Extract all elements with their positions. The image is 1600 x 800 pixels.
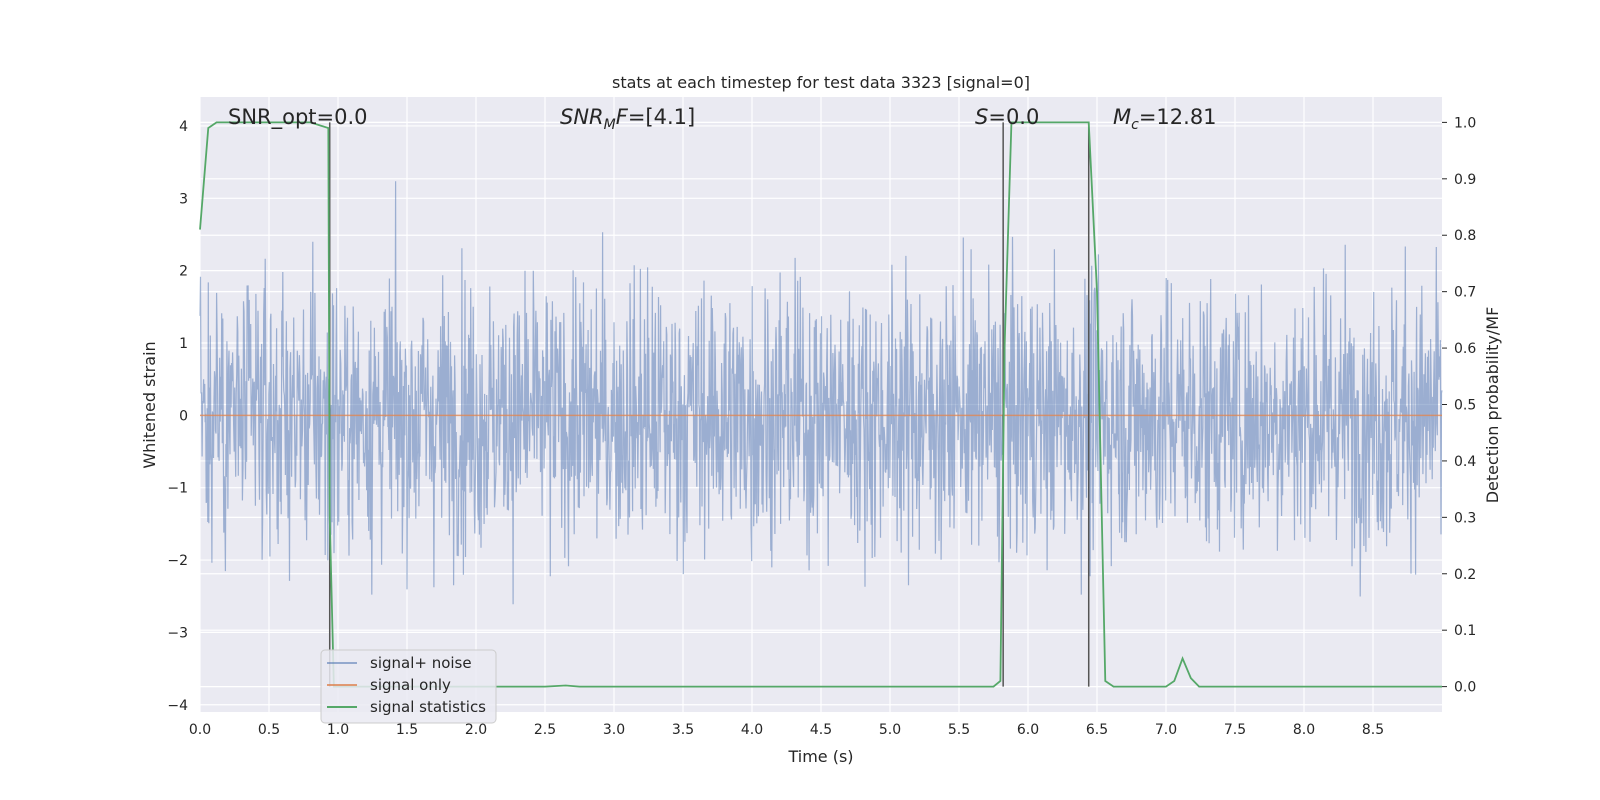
signal-statistics-series [199, 121, 1442, 688]
x-tick-label: 1.5 [396, 722, 418, 738]
x-tick-label: 3.5 [672, 722, 694, 738]
y-tick-label: 4 [179, 119, 188, 135]
legend-label-signal-only: signal only [370, 676, 451, 694]
legend-box [320, 649, 497, 724]
x-tick-label: 0.5 [258, 722, 280, 738]
y-right-tick-label: 0.5 [1454, 398, 1476, 414]
annotation-mc: Mc=12.81 [1113, 105, 1217, 133]
annotation-mc-value: =12.81 [1139, 105, 1217, 129]
y-right-tick-label: 0.1 [1454, 623, 1476, 639]
y-right-tick-label: 0.6 [1454, 341, 1476, 357]
annotation-snr-mf-value: =[4.1] [628, 105, 695, 129]
annotation-s-value: =0.0 [988, 105, 1039, 129]
y-axis-label: Whitened strain [140, 341, 159, 468]
y-right-tick-label: 0.2 [1454, 567, 1476, 583]
y-tick-label: 2 [179, 264, 188, 280]
y-right-tick-label: 0.0 [1454, 680, 1476, 696]
y-right-axis-label: Detection probability/MF [1483, 307, 1502, 504]
y-right-tick-labels: 1.0 0.9 0.8 0.7 0.6 0.5 0.4 0.3 0.2 0.1 0.0 [1442, 115, 1476, 696]
annotation-snr-opt: SNR_opt=0.0 [228, 105, 368, 130]
x-tick-label: 8.0 [1293, 722, 1315, 738]
annotation-mc-sub: c [1131, 117, 1139, 133]
x-axis-label: Time (s) [787, 747, 853, 766]
x-tick-label: 6.0 [1017, 722, 1039, 738]
annotation-s-name: S [975, 105, 988, 129]
y-right-tick-label: 0.7 [1454, 285, 1476, 301]
annotation-snr-opt-name: SNR_opt [228, 105, 317, 130]
x-tick-label: 5.0 [879, 722, 901, 738]
x-tick-label: 4.5 [810, 722, 832, 738]
chart-title: stats at each timestep for test data 332… [612, 73, 1030, 92]
signal-noise-line [199, 181, 1443, 605]
x-tick-label: 1.0 [327, 722, 349, 738]
y-tick-label: −2 [167, 553, 188, 569]
x-tick-label: 2.5 [534, 722, 556, 738]
y-tick-label: −3 [167, 625, 188, 641]
x-tick-label: 5.5 [948, 722, 970, 738]
annotation-snr-mf: SNRMF=[4.1] [560, 105, 695, 133]
x-tick-label: 8.5 [1362, 722, 1384, 738]
signal-noise-series [199, 181, 1443, 605]
y-tick-label: 0 [179, 408, 188, 424]
x-tick-label: 7.5 [1224, 722, 1246, 738]
annotation-s: S=0.0 [975, 105, 1039, 129]
legend-label-signal-statistics: signal statistics [370, 698, 486, 716]
x-tick-labels: 0.0 0.5 1.0 1.5 2.0 2.5 3.0 3.5 4.0 4.5 5.0 5.5 6.0 6… [189, 722, 1384, 738]
y-tick-labels: 4 3 2 1 0 −1 −2 −3 −4 [167, 119, 188, 714]
y-tick-label: −4 [167, 698, 188, 714]
x-tick-label: 4.0 [741, 722, 763, 738]
y-tick-label: 1 [179, 336, 188, 352]
annotation-mc-name: M [1113, 105, 1131, 129]
x-tick-label: 3.0 [603, 722, 625, 738]
y-tick-label: −1 [167, 481, 188, 497]
y-right-tick-label: 0.3 [1454, 510, 1476, 526]
x-tick-label: 0.0 [189, 722, 211, 738]
annotation-snr-opt-value: =0.0 [317, 105, 368, 129]
signal-statistics-line [199, 121, 1442, 688]
y-right-tick-label: 0.9 [1454, 172, 1476, 188]
annotation-snr-mf-post: F [616, 105, 629, 129]
annotation-snr-mf-name: SNR [560, 105, 604, 129]
y-right-tick-label: 0.4 [1454, 454, 1476, 470]
annotation-snr-mf-sub: M [604, 117, 616, 133]
y-tick-label: 3 [179, 191, 188, 207]
y-right-tick-label: 1.0 [1454, 115, 1476, 131]
legend-label-signal-noise: signal+ noise [370, 654, 472, 672]
x-tick-label: 7.0 [1155, 722, 1177, 738]
x-tick-label: 6.5 [1086, 722, 1108, 738]
legend: signal+ noise signal only signal statist… [320, 649, 497, 724]
x-tick-label: 2.0 [465, 722, 487, 738]
y-right-tick-label: 0.8 [1454, 228, 1476, 244]
